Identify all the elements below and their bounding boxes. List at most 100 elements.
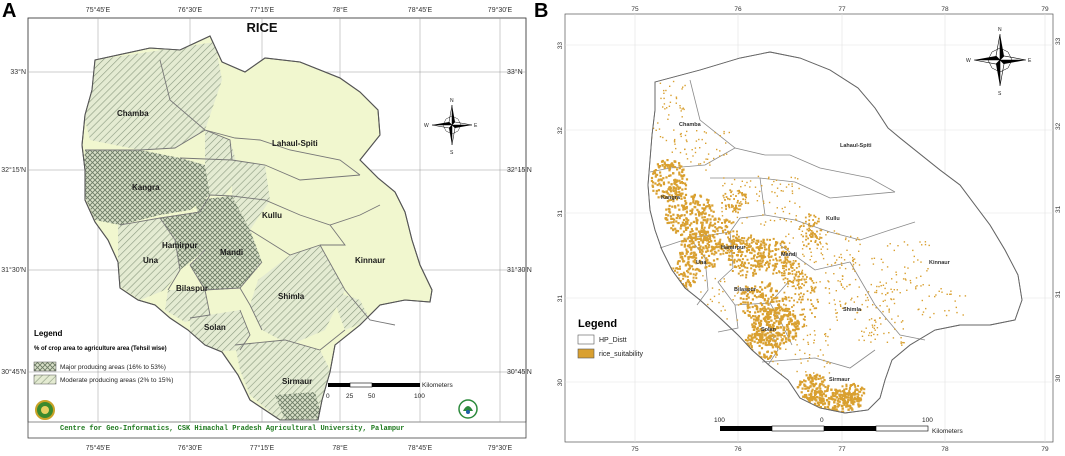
- suitability-cell: [745, 196, 747, 199]
- suitability-cell: [709, 221, 712, 224]
- suitability-cell: [946, 293, 948, 295]
- suitability-cell: [852, 259, 854, 262]
- suitability-cell: [885, 294, 887, 296]
- suitability-cell: [746, 286, 749, 289]
- suitability-cell: [676, 271, 679, 274]
- suitability-cell: [821, 400, 824, 403]
- suitability-cell: [703, 236, 706, 239]
- suitability-cell: [676, 185, 679, 188]
- suitability-cell: [659, 136, 662, 138]
- suitability-cell: [771, 339, 774, 342]
- suitability-cell: [661, 159, 664, 163]
- suitability-cell: [750, 264, 753, 267]
- suitability-cell: [750, 241, 753, 244]
- suitability-cell: [940, 288, 942, 290]
- suitability-cell: [822, 380, 825, 383]
- suitability-cell: [824, 333, 827, 335]
- suitability-cell: [678, 167, 681, 170]
- suitability-cell: [764, 334, 767, 337]
- suitability-cell: [737, 211, 739, 214]
- label-b-kullu: Kullu: [826, 216, 840, 222]
- suitability-cell: [882, 261, 884, 264]
- suitability-cell: [829, 328, 831, 331]
- suitability-cell: [685, 284, 687, 287]
- suitability-cell: [845, 302, 847, 304]
- suitability-cell: [800, 313, 803, 316]
- suitability-cell: [849, 393, 852, 396]
- suitability-cell: [875, 289, 878, 292]
- suitability-cell: [749, 245, 752, 248]
- suitability-cell: [749, 341, 752, 344]
- suitability-cell: [736, 319, 739, 321]
- suitability-cell: [695, 220, 698, 223]
- suitability-cell: [804, 263, 806, 265]
- suitability-cell: [884, 299, 886, 302]
- suitability-cell: [900, 337, 902, 339]
- suitability-cell: [787, 335, 791, 338]
- suitability-cell: [764, 341, 767, 344]
- suitability-cell: [663, 195, 666, 198]
- suitability-cell: [737, 199, 739, 202]
- suitability-cell: [794, 321, 797, 324]
- suitability-cell: [710, 209, 713, 212]
- suitability-cell: [746, 181, 748, 184]
- suitability-cell: [678, 260, 681, 263]
- suitability-cell: [809, 385, 812, 388]
- a-lat-left-1: 32°15'N: [1, 166, 26, 174]
- suitability-cell: [675, 97, 678, 100]
- suitability-cell: [784, 308, 787, 310]
- suitability-cell: [778, 259, 781, 262]
- suitability-cell: [902, 278, 905, 280]
- suitability-cell: [752, 257, 755, 260]
- suitability-cell: [850, 396, 853, 398]
- suitability-cell: [661, 194, 664, 197]
- suitability-cell: [683, 214, 686, 217]
- suitability-cell: [791, 192, 794, 195]
- suitability-cell: [759, 247, 762, 250]
- suitability-cell: [774, 244, 777, 247]
- suitability-cell: [689, 213, 692, 216]
- suitability-cell: [746, 217, 748, 219]
- panel-a-letter: A: [2, 0, 16, 22]
- a-lat-left-0: 33°N: [10, 68, 26, 76]
- suitability-cell: [788, 261, 791, 264]
- suitability-cell: [683, 274, 686, 277]
- suitability-cell: [735, 195, 737, 197]
- suitability-cell: [703, 216, 706, 219]
- suitability-cell: [782, 210, 785, 213]
- suitability-cell: [700, 231, 703, 234]
- suitability-cell: [721, 202, 723, 204]
- suitability-cell: [740, 292, 743, 295]
- suitability-cell: [791, 313, 795, 316]
- suitability-cell: [677, 204, 680, 207]
- suitability-cell: [810, 255, 813, 257]
- suitability-cell: [847, 392, 850, 395]
- suitability-cell: [679, 105, 681, 107]
- suitability-cell: [785, 220, 787, 222]
- suitability-cell: [843, 388, 846, 391]
- suitability-cell: [734, 210, 737, 213]
- suitability-cell: [685, 207, 688, 210]
- suitability-cell: [766, 316, 769, 319]
- suitability-cell: [695, 272, 698, 275]
- suitability-cell: [747, 248, 750, 251]
- suitability-cell: [836, 259, 838, 261]
- suitability-cell: [818, 385, 821, 388]
- suitability-cell: [680, 243, 683, 246]
- suitability-cell: [681, 108, 683, 110]
- suitability-cell: [850, 398, 853, 401]
- suitability-cell: [668, 167, 671, 170]
- suitability-cell: [805, 238, 807, 241]
- suitability-cell: [683, 196, 686, 199]
- suitability-cell: [682, 240, 685, 243]
- suitability-cell: [709, 223, 711, 226]
- suitability-cell: [818, 220, 820, 223]
- label-b-kangra: Kangra: [661, 195, 681, 201]
- suitability-cell: [746, 258, 749, 261]
- suitability-cell: [787, 330, 791, 334]
- suitability-cell: [825, 234, 827, 236]
- suitability-cell: [713, 265, 716, 268]
- suitability-cell: [764, 286, 767, 289]
- suitability-cell: [741, 192, 743, 195]
